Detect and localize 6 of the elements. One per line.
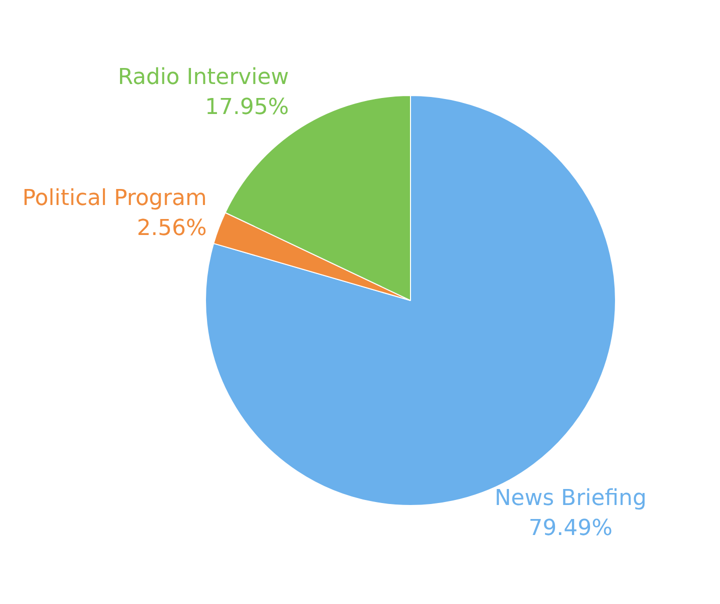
- slice-label: Radio Interview: [118, 65, 289, 90]
- data-label: 2.56%: [136, 216, 207, 241]
- slice-label: Political Program: [22, 186, 207, 211]
- data-label: 79.49%: [528, 516, 613, 542]
- slice-label: News Briefing: [494, 486, 647, 512]
- data-label: 17.95%: [205, 95, 289, 120]
